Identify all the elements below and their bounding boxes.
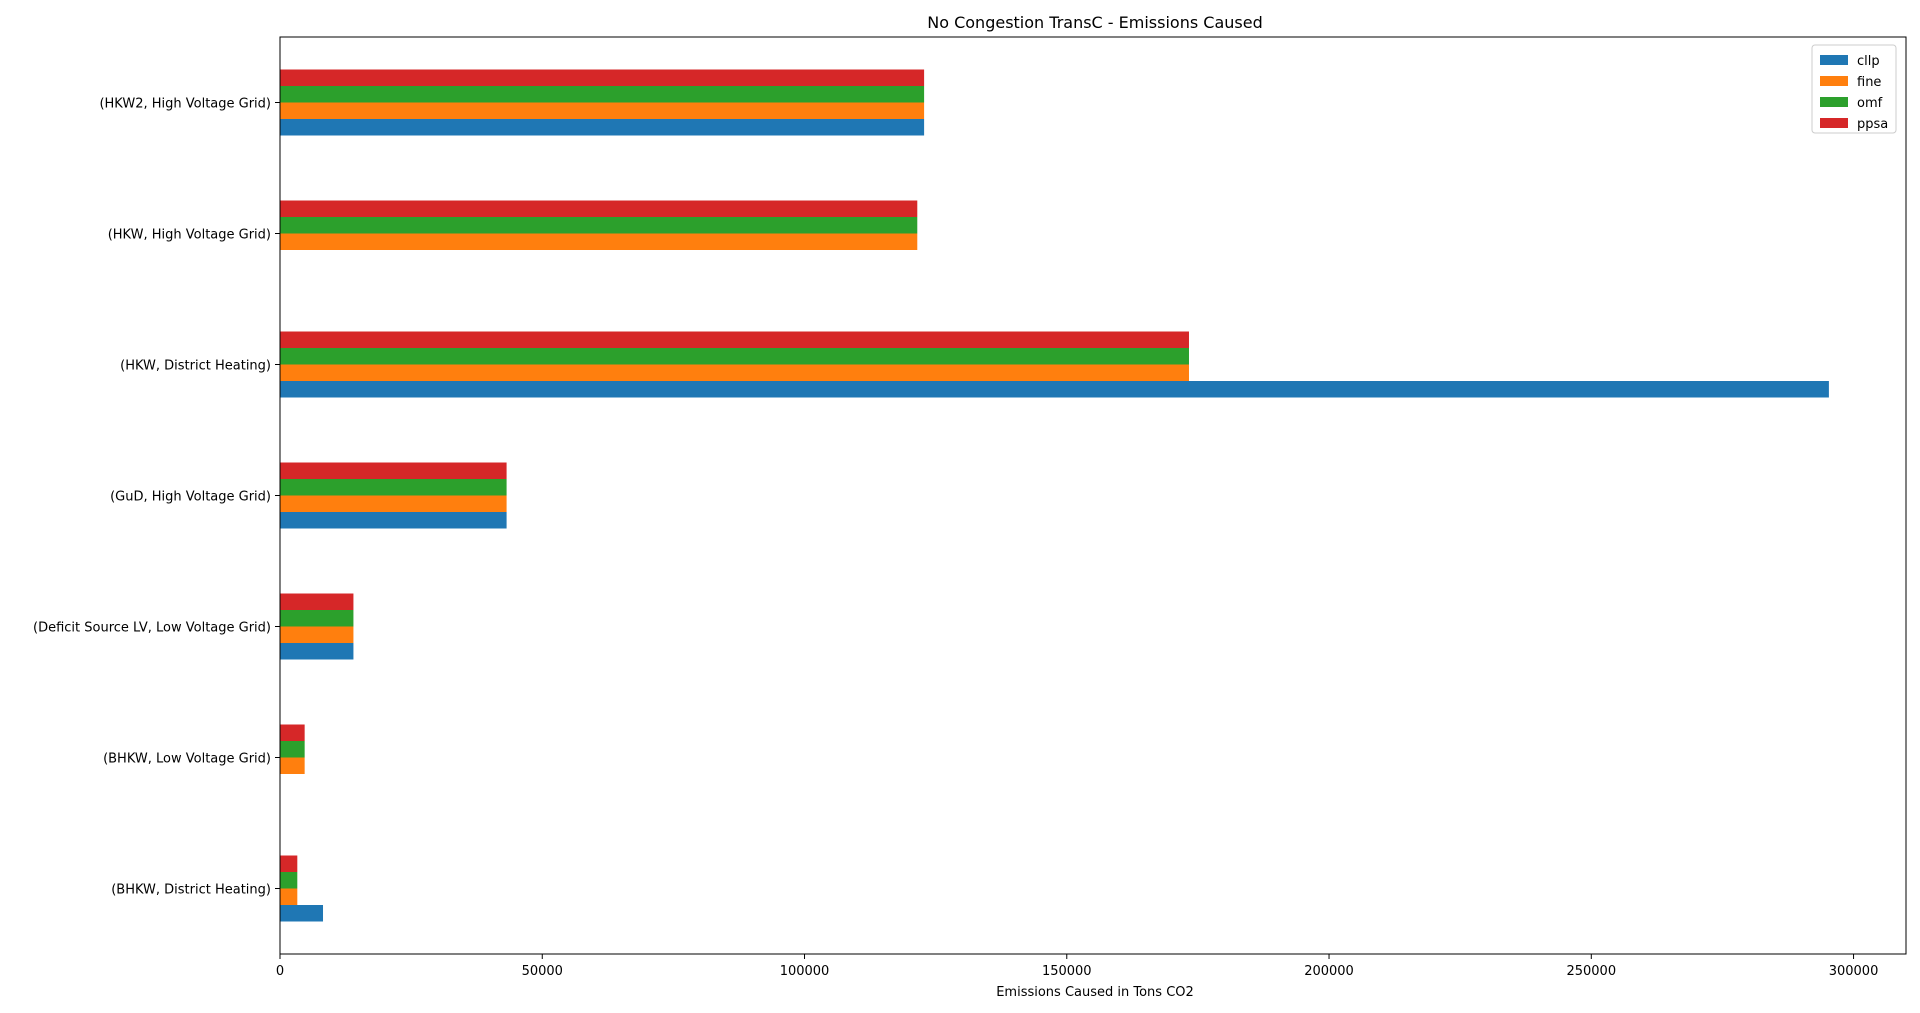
bar-ppsa-4 <box>280 331 1189 348</box>
y-tick-label: (Deficit Source LV, Low Voltage Grid) <box>33 621 271 636</box>
legend-label-fine: fine <box>1857 75 1881 90</box>
bar-fine-2 <box>280 626 354 643</box>
bar-omf-4 <box>280 348 1189 365</box>
bar-omf-5 <box>280 217 918 234</box>
plot-frame <box>279 36 1907 955</box>
x-tick-label: 100000 <box>780 964 830 979</box>
bar-cllp-0 <box>280 905 324 922</box>
legend-label-ppsa: ppsa <box>1857 117 1888 132</box>
bar-cllp-6 <box>280 119 925 136</box>
legend-box <box>1811 44 1897 134</box>
x-tick-label: 200000 <box>1304 964 1354 979</box>
y-tick-label: (BHKW, District Heating) <box>111 883 271 898</box>
legend-swatch-ppsa <box>1820 118 1848 128</box>
bar-fine-3 <box>280 495 507 512</box>
bar-cllp-2 <box>280 643 354 660</box>
legend-swatch-omf <box>1820 97 1848 107</box>
bar-ppsa-1 <box>280 724 305 741</box>
bar-omf-6 <box>280 86 925 103</box>
bars-layer <box>280 69 1829 922</box>
bar-ppsa-3 <box>280 462 507 479</box>
y-tick-label: (HKW, High Voltage Grid) <box>108 228 271 243</box>
legend-label-omf: omf <box>1857 96 1883 111</box>
legend-label-cllp: cllp <box>1857 54 1880 69</box>
x-tick-label: 50000 <box>522 964 563 979</box>
bar-fine-4 <box>280 364 1189 381</box>
x-tick-label: 250000 <box>1566 964 1616 979</box>
bar-omf-1 <box>280 741 305 758</box>
y-tick-label: (BHKW, Low Voltage Grid) <box>103 752 271 767</box>
bar-ppsa-2 <box>280 593 354 610</box>
x-tick-label: 300000 <box>1829 964 1879 979</box>
x-tick-label: 150000 <box>1042 964 1092 979</box>
bar-fine-5 <box>280 233 918 250</box>
legend: cllp fine omf ppsa <box>1811 44 1897 134</box>
bar-fine-0 <box>280 888 298 905</box>
x-tick-label: 0 <box>276 964 284 979</box>
x-axis-label: Emissions Caused in Tons CO2 <box>996 985 1194 1000</box>
bar-fine-1 <box>280 757 305 774</box>
y-tick-label: (HKW, District Heating) <box>120 359 271 374</box>
bar-omf-0 <box>280 872 298 889</box>
bar-omf-3 <box>280 479 507 496</box>
axes-layer: (BHKW, District Heating) (BHKW, Low Volta… <box>33 36 1907 979</box>
y-tick-label: (HKW2, High Voltage Grid) <box>99 97 271 112</box>
legend-swatch-cllp <box>1820 55 1848 65</box>
bar-cllp-3 <box>280 512 507 529</box>
bar-ppsa-0 <box>280 855 298 872</box>
legend-swatch-fine <box>1820 76 1848 86</box>
chart-title: No Congestion TransC - Emissions Caused <box>927 13 1262 32</box>
y-tick-label: (GuD, High Voltage Grid) <box>110 490 271 505</box>
bar-omf-2 <box>280 610 354 627</box>
bar-cllp-4 <box>280 381 1829 398</box>
bar-fine-6 <box>280 102 925 119</box>
bar-ppsa-5 <box>280 200 918 217</box>
bar-ppsa-6 <box>280 69 925 86</box>
